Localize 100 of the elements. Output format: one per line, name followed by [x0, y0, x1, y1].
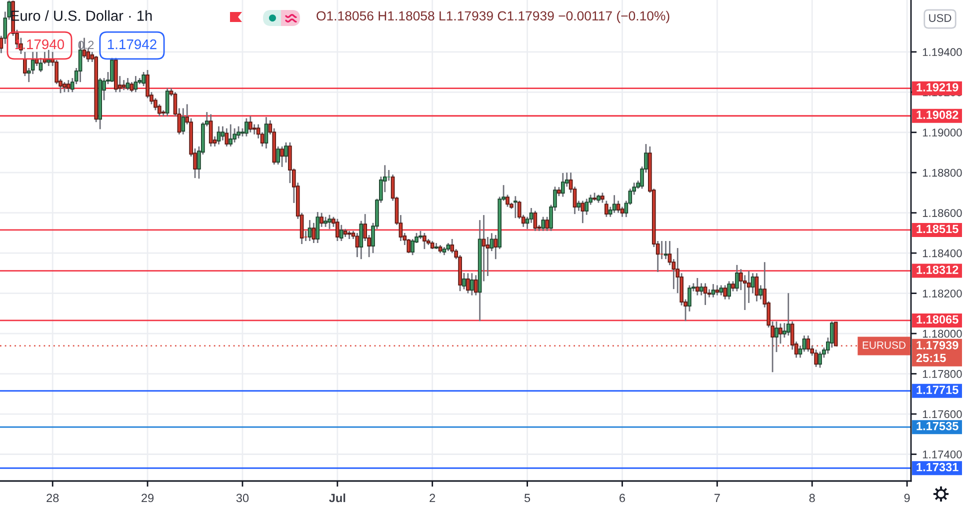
candlestick: [320, 212, 324, 228]
candlestick: [165, 87, 170, 117]
candlestick: [557, 186, 561, 197]
x-tick-label: 2: [430, 494, 436, 502]
candlestick: [324, 216, 328, 228]
candlestick: [754, 272, 759, 302]
candlestick: [126, 77, 130, 91]
annotation: EURUSD: [862, 341, 906, 349]
candlestick: [466, 272, 470, 294]
candlestick: [758, 284, 763, 300]
candlestick: [806, 334, 810, 352]
x-tick-label: 29: [142, 494, 154, 502]
candlestick: [560, 172, 565, 198]
candlestick: [248, 115, 252, 134]
y-tick-label: 1.18200: [922, 290, 962, 298]
candlestick: [142, 71, 146, 87]
candlestick: [778, 322, 782, 344]
candlestick: [316, 211, 320, 244]
candlestick: [580, 200, 585, 224]
candlestick: [474, 274, 478, 296]
candlestick: [514, 195, 518, 219]
x-tick-label: 7: [714, 494, 720, 502]
x-tick-label: 8: [809, 494, 815, 502]
candlestick: [62, 81, 66, 93]
candlestick: [224, 128, 229, 148]
ref-line-label: 1.17331: [916, 462, 958, 472]
y-tick-label: 1.17800: [922, 370, 962, 378]
candlestick: [264, 116, 268, 150]
x-tick-label: 28: [46, 494, 59, 502]
y-tick-label: 1.18600: [922, 209, 962, 217]
candlestick: [284, 142, 288, 164]
candlestick: [711, 283, 716, 298]
y-axis-title: USD: [929, 14, 952, 22]
x-tick-label: 30: [236, 494, 249, 502]
candlestick: [244, 118, 248, 138]
candlestick: [664, 240, 668, 260]
candlestick: [719, 284, 724, 296]
candlestick: [612, 194, 616, 214]
x-tick-label: 5: [524, 494, 530, 502]
annotation: 1.17942: [108, 39, 156, 50]
candlestick: [122, 79, 126, 91]
candlestick: [66, 79, 70, 93]
y-tick-label: 1.17400: [922, 450, 962, 458]
candlestick: [703, 282, 708, 306]
ref-line-label: 1.17939 25:15: [916, 341, 958, 362]
candlestick: [814, 348, 818, 368]
x-tick-label: 9: [904, 494, 910, 502]
candlestick: [308, 219, 312, 242]
ref-line-label: 1.19082: [916, 110, 958, 120]
candlestick: [482, 214, 486, 282]
candlestick: [731, 280, 735, 292]
candlestick: [541, 216, 546, 232]
x-tick-label: 6: [620, 494, 625, 502]
candlestick: [695, 277, 700, 296]
ref-line-label: 1.19219: [916, 83, 958, 92]
candlestick: [470, 272, 474, 296]
ref-line-label: 1.17535: [916, 422, 958, 430]
candlestick: [727, 280, 731, 300]
candlestick: [236, 126, 240, 140]
ref-line-label: 1.18312: [916, 266, 958, 274]
candlestick: [834, 321, 838, 347]
y-tick-label: 1.19000: [922, 128, 962, 137]
candlestick: [232, 128, 236, 144]
candlestick: [604, 200, 608, 218]
y-tick-label: 1.17600: [922, 410, 962, 418]
candlestick: [355, 232, 360, 258]
candlestick: [600, 192, 604, 204]
candlestick: [280, 146, 284, 168]
candlestick: [576, 200, 581, 212]
candlestick: [46, 49, 51, 67]
candlestick: [494, 234, 498, 260]
candlestick: [735, 264, 739, 292]
candlestick: [216, 126, 221, 146]
y-tick-label: 1.18400: [922, 249, 962, 258]
y-tick-label: 1.18800: [922, 168, 962, 177]
candlestick: [208, 114, 213, 148]
candlestick: [786, 292, 790, 336]
candlestick: [336, 218, 340, 242]
candlestick: [276, 146, 280, 166]
candlestick: [715, 284, 720, 296]
candlestick: [228, 124, 233, 148]
candlestick: [134, 75, 138, 93]
x-tick-label: Jul: [329, 494, 346, 502]
candlestick: [723, 284, 727, 300]
y-tick-label: 1.19400: [922, 48, 962, 56]
candlestick: [422, 232, 426, 250]
candlestick: [545, 216, 549, 232]
text: O1.18056 H1.18058 L1.17939 C1.17939 −0.00117 (−0.10%): [316, 10, 670, 24]
candlestick: [699, 282, 704, 296]
candlestick: [774, 320, 778, 353]
candlestick: [181, 108, 186, 136]
candlestick: [533, 210, 538, 232]
ref-line-label: 1.18515: [916, 224, 958, 234]
ref-line-label: 1.18065: [916, 315, 958, 324]
candlestick: [818, 350, 822, 368]
candlestick: [252, 124, 256, 136]
candlestick: [312, 222, 316, 244]
candlestick: [328, 214, 332, 230]
candlestick: [616, 200, 620, 214]
ref-line-label: 1.17715: [916, 386, 958, 394]
